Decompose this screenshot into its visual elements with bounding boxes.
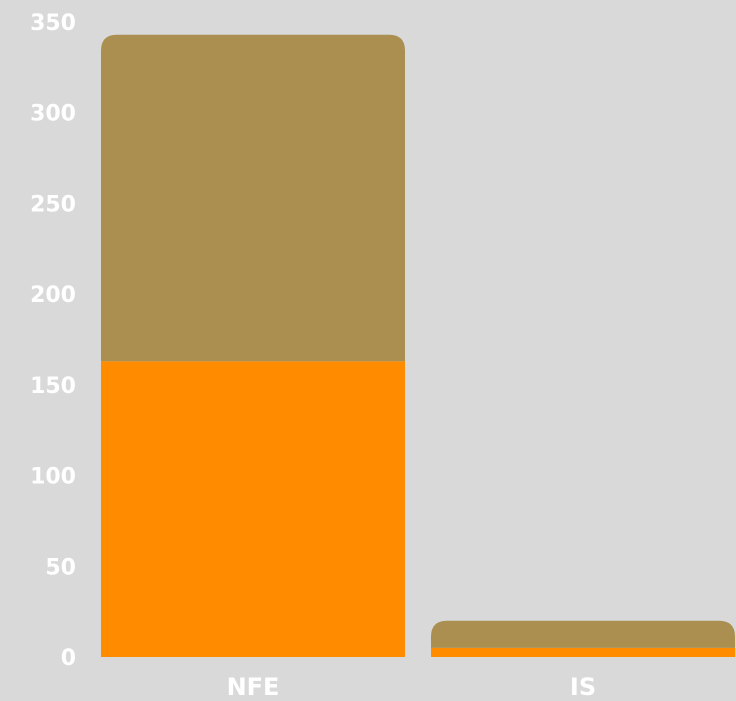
y-tick-label: 100 bbox=[30, 465, 76, 490]
y-tick-label: 300 bbox=[30, 102, 76, 127]
x-tick-label-is: IS bbox=[570, 673, 596, 701]
y-tick-label: 150 bbox=[30, 374, 76, 399]
bar-is-segment-2 bbox=[431, 620, 735, 648]
bar-nfe-segment-2 bbox=[101, 34, 405, 362]
y-tick-label: 200 bbox=[30, 283, 76, 308]
y-tick-label: 250 bbox=[30, 192, 76, 217]
y-tick-label: 50 bbox=[45, 555, 76, 580]
x-tick-label-nfe: NFE bbox=[227, 673, 280, 701]
bar-nfe-segment-1 bbox=[101, 361, 405, 657]
y-tick-label: 0 bbox=[61, 646, 76, 671]
bars-group bbox=[101, 34, 735, 657]
bar-is-segment-1 bbox=[431, 647, 735, 657]
y-tick-label: 350 bbox=[30, 11, 76, 36]
x-axis: NFE IS bbox=[227, 673, 597, 701]
y-axis: 0 50 100 150 200 250 300 350 bbox=[30, 11, 76, 671]
